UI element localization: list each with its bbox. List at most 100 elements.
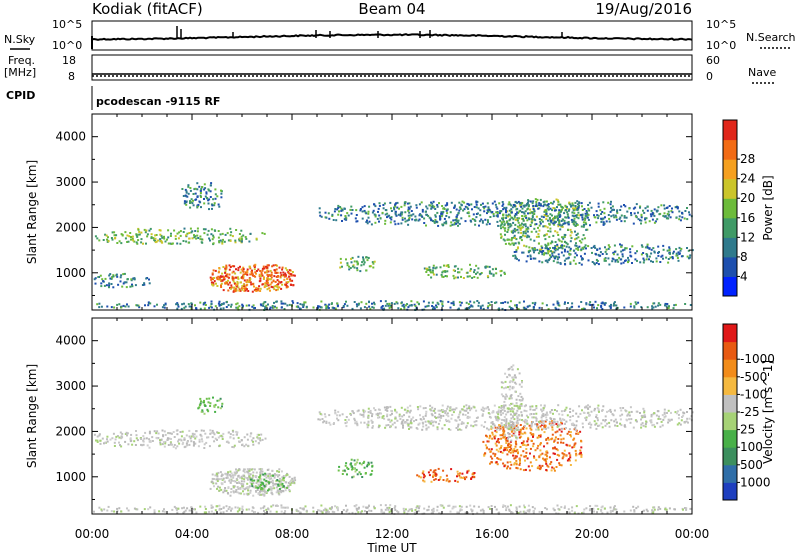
power-cell: [267, 270, 270, 273]
velocity-cell: [506, 505, 509, 508]
velocity-cell: [135, 434, 138, 437]
velocity-cell: [472, 425, 475, 428]
velocity-cell: [292, 480, 294, 483]
velocity-cell: [558, 462, 561, 465]
velocity-cell: [183, 438, 186, 441]
velocity-cell: [259, 489, 262, 492]
power-cell: [223, 278, 226, 281]
power-cell: [390, 210, 393, 212]
power-cell: [675, 206, 678, 208]
power-cell: [222, 307, 225, 310]
velocity-cell: [506, 407, 509, 410]
power-cell: [421, 210, 424, 213]
power-cell: [276, 286, 279, 289]
power-cell: [632, 222, 635, 225]
velocity-cell: [422, 422, 425, 425]
velocity-cell: [384, 508, 387, 511]
velocity-cell: [213, 433, 216, 436]
velocity-cell: [234, 472, 237, 475]
power-cell: [488, 272, 491, 275]
velocity-cell: [639, 412, 641, 414]
power-cell: [554, 245, 557, 247]
power-cell: [547, 230, 550, 233]
power-cell: [560, 251, 563, 254]
velocity-cell: [542, 407, 545, 410]
velocity-cell: [263, 484, 266, 487]
power-cell: [475, 264, 478, 267]
power-cell: [140, 238, 143, 241]
velocity-cell: [539, 443, 542, 446]
power-cell: [621, 255, 624, 258]
power-cell: [532, 306, 535, 309]
power-cell: [259, 270, 262, 272]
cpid-text: pcodescan -9115 RF: [96, 95, 220, 108]
velocity-cell: [604, 424, 607, 427]
velocity-cell: [371, 469, 374, 472]
velocity-cell: [364, 410, 367, 413]
power-cell: [549, 207, 552, 210]
power-cell: [630, 212, 632, 214]
velocity-cell: [569, 411, 572, 413]
power-cell: [561, 224, 564, 227]
velocity-cell: [433, 469, 436, 472]
power-cell: [675, 252, 678, 255]
power-cell: [231, 277, 234, 280]
power-cell: [529, 249, 532, 252]
power-cell: [212, 282, 215, 284]
power-cell: [582, 225, 585, 228]
velocity-cell: [466, 471, 469, 474]
velocity-cell: [659, 425, 662, 428]
power-cell: [114, 237, 116, 240]
power-cell: [504, 208, 507, 211]
velocity-cell: [512, 408, 515, 410]
power-cell: [608, 217, 611, 220]
power-cell: [581, 238, 584, 241]
velocity-cell: [516, 409, 519, 412]
power-cell: [238, 239, 241, 242]
power-cell: [285, 285, 288, 287]
velocity-cell: [600, 510, 603, 513]
velocity-cell: [251, 479, 254, 482]
power-cell: [513, 216, 516, 219]
power-cell: [689, 304, 692, 306]
velocity-cell: [233, 444, 236, 447]
power-cell: [212, 242, 215, 245]
power-cell: [502, 208, 505, 211]
velocity-cell: [237, 481, 240, 484]
power-cell: [538, 218, 541, 220]
power-cell: [599, 251, 602, 254]
velocity-cell: [226, 492, 229, 494]
velocity-cell: [457, 511, 460, 514]
velocity-cell: [203, 399, 205, 402]
velocity-cell: [229, 433, 232, 436]
velocity-cell: [513, 412, 516, 415]
velocity-cell: [630, 418, 633, 421]
power-cell: [650, 252, 653, 255]
velocity-cell: [431, 406, 434, 409]
power-cell: [571, 305, 574, 308]
power-cell: [371, 211, 374, 214]
velocity-cell: [232, 476, 235, 479]
power-cell: [366, 219, 368, 222]
velocity-cell: [500, 445, 503, 447]
power-cell: [587, 218, 590, 221]
power-cell: [177, 303, 179, 306]
velocity-cell: [218, 478, 221, 481]
velocity-cell: [242, 487, 245, 490]
velocity-cell: [209, 487, 212, 490]
velocity-cell: [385, 424, 388, 427]
power-cell: [571, 302, 574, 305]
velocity-cell: [596, 407, 599, 409]
velocity-cell: [293, 481, 296, 484]
power-cell: [522, 232, 525, 235]
power-cell: [275, 306, 278, 309]
velocity-cell: [506, 465, 509, 468]
power-cell: [441, 303, 444, 306]
power-cell: [526, 236, 529, 239]
power-cell: [242, 270, 245, 273]
velocity-cell: [101, 437, 104, 440]
power-cell: [443, 217, 446, 220]
power-cell: [159, 238, 162, 241]
velocity-region: [93, 429, 267, 450]
